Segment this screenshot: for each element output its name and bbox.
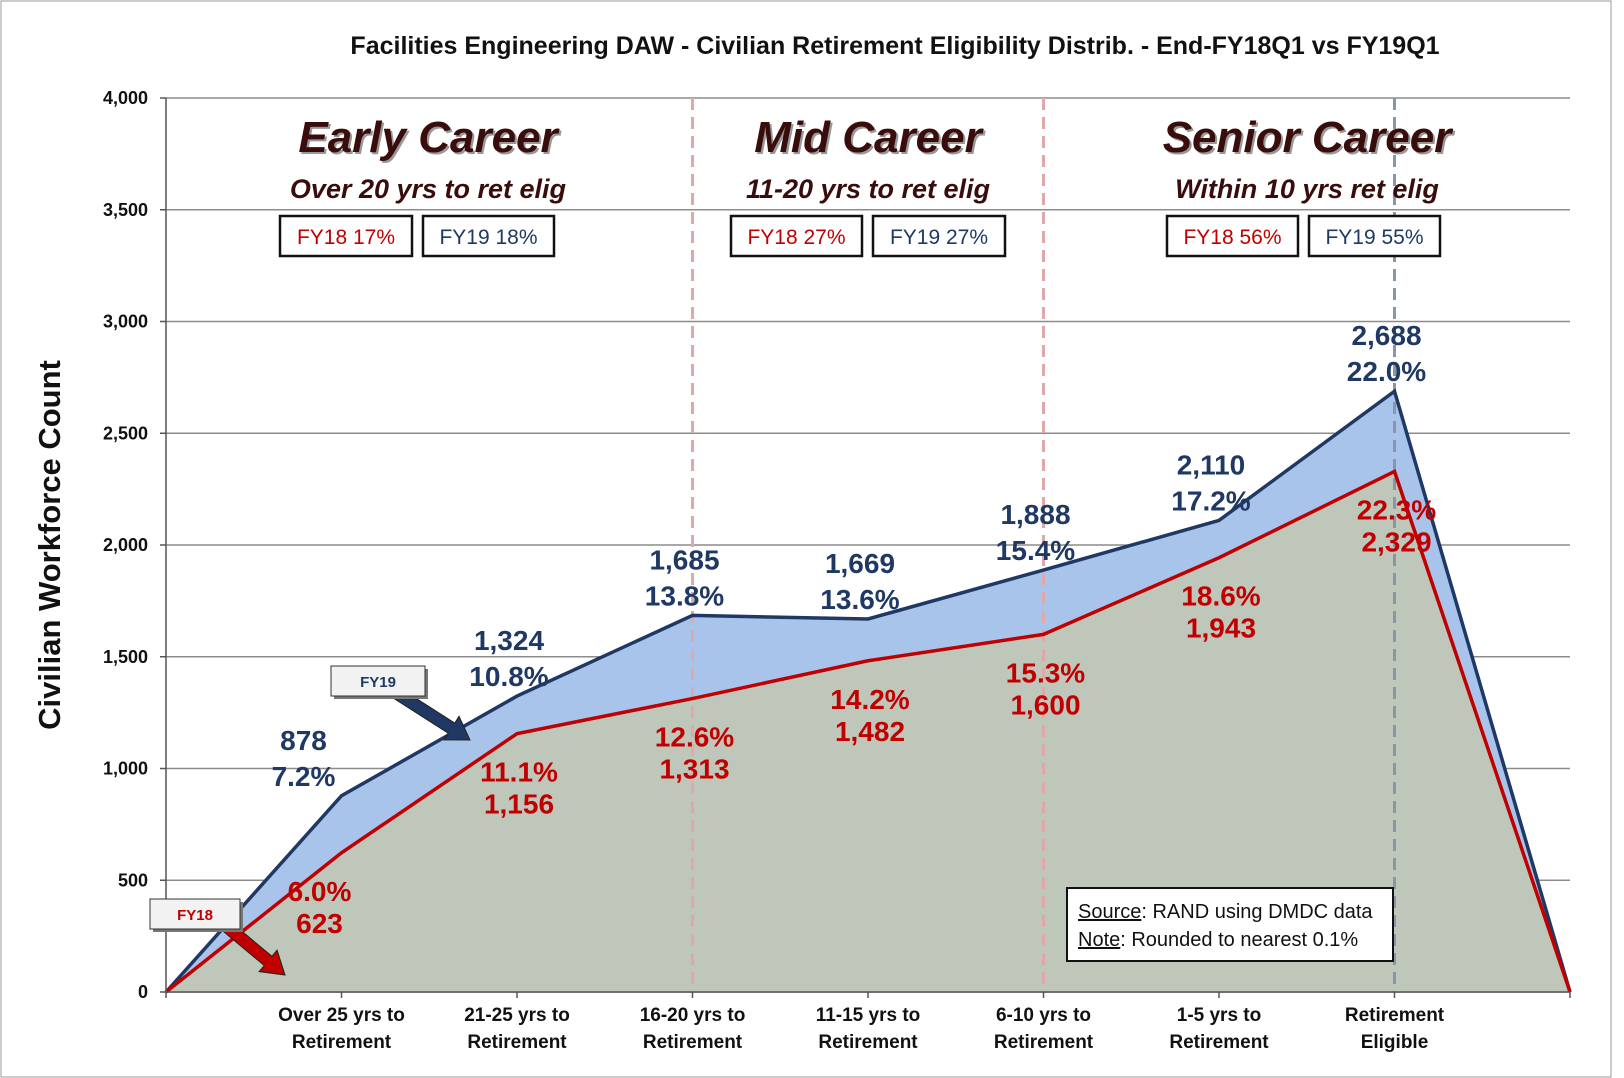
data-label: 1,685 <box>649 544 719 575</box>
section-title-shadow: Senior Career <box>1165 115 1456 164</box>
data-label: 2,110 <box>1177 449 1246 480</box>
note-text: : RAND using DMDC data <box>1141 901 1373 923</box>
data-label: 1,600 <box>1010 689 1080 720</box>
data-label: 1,313 <box>659 754 729 785</box>
x-tick-label: 16-20 yrs to Retirement <box>639 1005 746 1053</box>
data-label: 1,324 <box>474 625 544 656</box>
x-tick-label: 1-5 yrs to Retirement <box>1169 1005 1269 1053</box>
share-box-label: FY18 27% <box>747 226 845 249</box>
chart-title: Facilities Engineering DAW - Civilian Re… <box>350 32 1439 60</box>
section-title: Senior Career <box>1163 113 1454 162</box>
section-title-shadow: Early Career <box>300 115 562 164</box>
share-box <box>1307 214 1442 258</box>
arrow-shape <box>220 919 286 976</box>
y-tick-label: 0 <box>138 982 148 1002</box>
data-label: 1,888 <box>1000 499 1070 530</box>
data-label: 1,156 <box>484 789 554 820</box>
section-title-shadow: Mid Career <box>756 115 986 164</box>
data-label: 2,688 <box>1351 320 1421 351</box>
legend-label: FY19 <box>360 674 396 691</box>
share-box <box>421 214 556 258</box>
share-label: 15.3% <box>1006 657 1085 688</box>
share-box-label: FY19 18% <box>439 226 537 249</box>
y-tick-label: 2,000 <box>103 535 148 555</box>
share-label: 13.6% <box>820 584 899 615</box>
data-label: 1,482 <box>835 716 905 747</box>
data-label: 878 <box>280 725 327 756</box>
legend-label: FY18 <box>177 907 213 924</box>
data-label: 2,329 <box>1361 526 1431 557</box>
arrow-shape <box>391 686 471 741</box>
data-label: 1,669 <box>825 548 895 579</box>
line <box>164 388 1572 994</box>
share-box <box>1165 214 1300 258</box>
x-tick-label: Over 25 yrs to Retirement <box>278 1005 405 1053</box>
note-label: Source <box>1078 901 1141 923</box>
legend-arrow <box>220 919 286 976</box>
legend-arrow <box>391 686 471 741</box>
share-label: 17.2% <box>1171 485 1250 516</box>
y-tick-label: 1,500 <box>103 647 148 667</box>
y-tick-label: 1,000 <box>103 759 148 779</box>
share-box-label: FY19 55% <box>1325 226 1423 249</box>
x-tick-label: 11-15 yrs to Retirement <box>815 1005 921 1053</box>
line <box>164 469 1572 994</box>
share-label: 13.8% <box>645 580 724 611</box>
section-title: Early Career <box>298 113 560 162</box>
y-tick-label: 4,000 <box>103 88 148 108</box>
share-label: 10.8% <box>469 661 548 692</box>
share-label: 6.0% <box>288 876 352 907</box>
x-tick-label: 6-10 yrs to Retirement <box>993 1005 1094 1053</box>
share-label: 12.6% <box>655 722 734 753</box>
share-box-label: FY18 56% <box>1183 226 1281 249</box>
section-subtitle: Over 20 yrs to ret elig <box>290 174 567 204</box>
y-tick-label: 3,500 <box>103 200 148 220</box>
section-title: Mid Career <box>754 113 984 162</box>
note-box <box>1066 887 1394 962</box>
area <box>166 471 1570 992</box>
share-label: 15.4% <box>996 535 1075 566</box>
data-label: 623 <box>296 908 343 939</box>
note: Source: RAND using DMDC data <box>1078 901 1373 923</box>
share-label: 22.0% <box>1347 356 1426 387</box>
data-label: 1,943 <box>1186 613 1256 644</box>
x-tick-label: 21-25 yrs to Retirement <box>464 1005 570 1053</box>
share-box-label: FY18 17% <box>297 226 395 249</box>
legend-box <box>330 665 426 697</box>
y-tick-label: 3,000 <box>103 312 148 332</box>
share-label: 11.1% <box>480 757 558 788</box>
y-tick-label: 500 <box>118 870 148 890</box>
x-tick-label: Retirement Eligible <box>1344 1005 1445 1053</box>
note: Note: Rounded to nearest 0.1% <box>1078 929 1358 951</box>
note-text: : Rounded to nearest 0.1% <box>1120 929 1358 951</box>
section-subtitle: 11-20 yrs to ret elig <box>746 174 991 204</box>
share-label: 18.6% <box>1181 581 1260 612</box>
share-label: 7.2% <box>272 761 336 792</box>
share-label: 22.3% <box>1357 494 1436 525</box>
share-box <box>871 214 1007 258</box>
share-box <box>729 214 864 258</box>
legend-box <box>149 898 241 930</box>
share-box-label: FY19 27% <box>890 226 988 249</box>
share-box <box>278 214 414 258</box>
share-label: 14.2% <box>830 684 909 715</box>
y-tick-label: 2,500 <box>103 423 148 443</box>
section-subtitle: Within 10 yrs ret elig <box>1175 174 1439 204</box>
y-axis-label: Civilian Workforce Count <box>32 360 67 730</box>
note-label: Note <box>1078 929 1120 951</box>
